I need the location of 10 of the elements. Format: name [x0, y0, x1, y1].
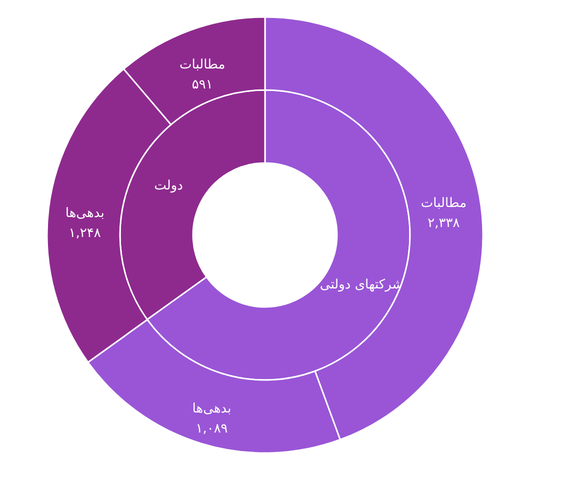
slice-label: بدهی‌ها — [192, 402, 232, 417]
slice-label: دولت — [154, 178, 184, 194]
data-label: ۵۹۱ — [192, 78, 213, 93]
data-label: ۲,۳۳۸ — [428, 216, 460, 232]
slice-label: بدهی‌ها — [65, 206, 104, 222]
data-label: ۱,۲۴۸ — [68, 226, 101, 242]
slice-label: مطالبات — [179, 58, 226, 73]
data-label: ۱,۰۸۹ — [196, 422, 228, 437]
slice-label: شرکتهای دولتی — [320, 278, 404, 293]
slice-label: مطالبات — [420, 196, 467, 212]
